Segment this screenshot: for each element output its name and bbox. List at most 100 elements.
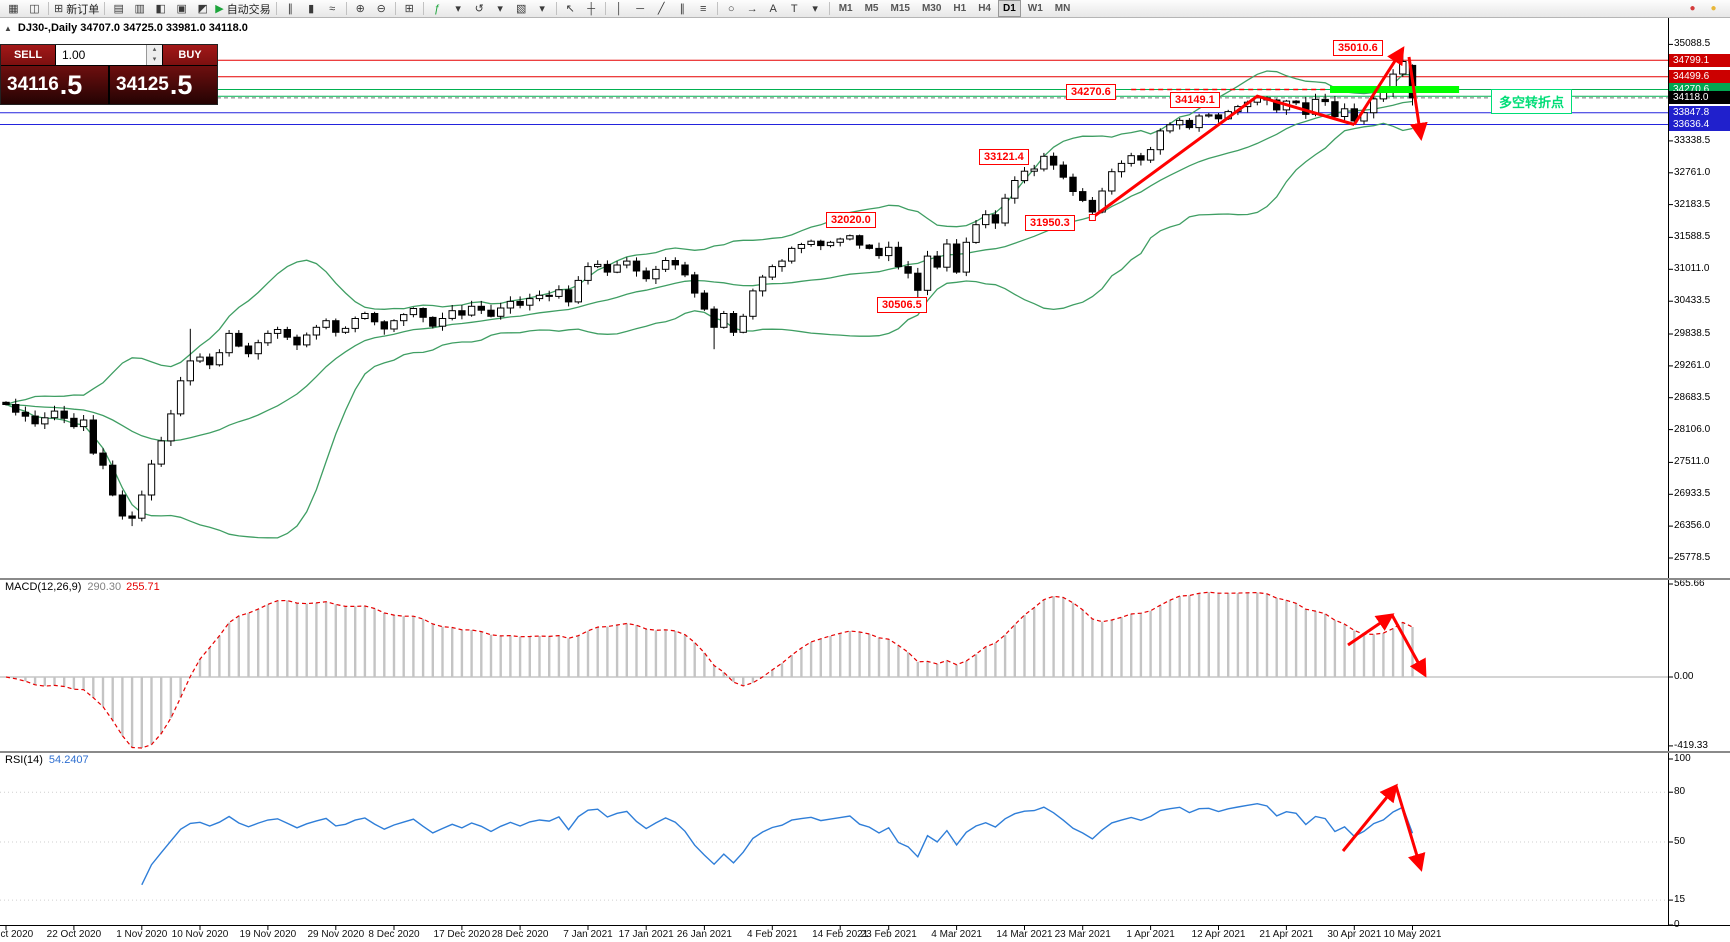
date-tick-label: 17 Dec 2020 xyxy=(433,929,491,940)
price-tick-label: 29838.5 xyxy=(1674,327,1711,339)
templates-icon[interactable]: ▧ xyxy=(511,1,532,17)
new-chart-icon[interactable]: ▦ xyxy=(3,1,24,17)
turning-point-label[interactable]: 多空转折点 xyxy=(1491,89,1573,114)
new-order-button-label: 新订单 xyxy=(66,3,100,16)
auto-trading-button[interactable]: ▶ 自动交易 xyxy=(213,1,272,17)
date-tick-label: 7 Jan 2021 xyxy=(563,929,613,940)
timeframe-button-w1[interactable]: W1 xyxy=(1027,3,1043,14)
macd-indicator-label: MACD(12,26,9) 290.30 255.71 xyxy=(5,581,160,593)
horizontal-line-icon[interactable]: ─ xyxy=(630,1,651,17)
timeframe-button-mn[interactable]: MN xyxy=(1054,3,1071,14)
sell-price[interactable]: 34116 .5 xyxy=(1,66,108,104)
text-label-icon: T xyxy=(790,2,798,15)
bar-chart-icon[interactable]: ∥ xyxy=(280,1,301,17)
lot-increase-button[interactable]: ▴ xyxy=(147,45,162,55)
rsi-indicator-label: RSI(14) 54.2407 xyxy=(5,754,89,766)
date-tick-label: 12 Apr 2021 xyxy=(1191,929,1246,940)
macd-scale-label: 0.00 xyxy=(1674,671,1694,682)
price-tick-label: 32183.5 xyxy=(1674,198,1711,210)
periods-icon: ↺ xyxy=(474,2,484,15)
data-window-icon[interactable]: ▥ xyxy=(129,1,150,17)
text-label-icon[interactable]: T xyxy=(784,1,805,17)
periods-icon[interactable]: ↺ xyxy=(469,1,490,17)
line-chart-icon[interactable]: ≈ xyxy=(322,1,343,17)
price-annotation[interactable]: 32020.0 xyxy=(826,212,876,228)
text-icon[interactable]: A xyxy=(763,1,784,17)
navigator-icon[interactable]: ◧ xyxy=(150,1,171,17)
toolbar-separator xyxy=(48,2,49,15)
toolbar-separator xyxy=(604,2,606,15)
equidistant-channel-icon: ∥ xyxy=(679,2,685,15)
timeframe-button-m30[interactable]: M30 xyxy=(921,3,942,14)
new-order-button[interactable]: ⊞ 新订单 xyxy=(52,1,101,17)
date-tick-label: 28 Dec 2020 xyxy=(491,929,549,940)
tile-windows-icon[interactable]: ⊞ xyxy=(399,1,420,17)
fibonacci-icon[interactable]: ≡ xyxy=(693,1,714,17)
zoom-in-icon[interactable]: ⊕ xyxy=(350,1,371,17)
buy-price[interactable]: 34125 .5 xyxy=(108,66,217,104)
price-tick-label: 31588.5 xyxy=(1674,231,1711,243)
panel-resize-handle-macd[interactable] xyxy=(0,578,1730,580)
candlestick-chart-icon[interactable]: ▮ xyxy=(301,1,322,17)
indicators-icon[interactable]: ƒ xyxy=(427,1,448,17)
timeframe-button-h1[interactable]: H1 xyxy=(953,3,967,14)
toolbar-separator xyxy=(394,2,396,15)
status-yellow-icon[interactable]: ● xyxy=(1710,3,1717,14)
sell-button[interactable]: SELL xyxy=(1,45,55,65)
cursor-icon: ↖ xyxy=(565,2,575,15)
strategy-tester-icon[interactable]: ◩ xyxy=(192,1,213,17)
price-annotation[interactable]: 33121.4 xyxy=(979,149,1029,165)
toolbar-separator xyxy=(345,2,347,15)
rsi-scale-label: 100 xyxy=(1674,753,1691,764)
objects-dropdown-icon[interactable]: ▾ xyxy=(805,1,826,17)
horizontal-line-icon: ─ xyxy=(636,2,645,15)
collapse-arrow-icon[interactable]: ▲ xyxy=(4,24,12,33)
one-click-trading-panel: SELL ▴ ▾ BUY 34116 .5 34125 .5 xyxy=(0,44,218,105)
trendline-icon[interactable]: ╱ xyxy=(651,1,672,17)
date-tick-label: 23 Mar 2021 xyxy=(1054,929,1111,940)
panel-resize-handle-rsi[interactable] xyxy=(0,751,1730,753)
shapes-icon[interactable]: ○ xyxy=(721,1,742,17)
zoom-out-icon[interactable]: ⊖ xyxy=(371,1,392,17)
vertical-line-icon[interactable]: │ xyxy=(609,1,630,17)
rsi-title: RSI(14) xyxy=(5,754,43,766)
templates-dropdown-icon[interactable]: ▾ xyxy=(532,1,553,17)
crosshair-icon[interactable]: ┼ xyxy=(581,1,602,17)
strategy-tester-icon: ◩ xyxy=(197,2,208,15)
toolbar-separator xyxy=(555,2,557,15)
indicators-icon: ƒ xyxy=(434,2,441,15)
bar-chart-icon: ∥ xyxy=(287,2,293,15)
level-price-box: 33636.4 xyxy=(1669,117,1730,131)
timeframe-button-m15[interactable]: M15 xyxy=(890,3,910,14)
timeframe-button-h4[interactable]: H4 xyxy=(978,3,991,14)
main-toolbar: ▦ ◫ ⊞ 新订单 ▤ ▥ ◧ ▣ ◩ ▶ 自动交易 ∥ ▮ ≈ ⊕ ⊖ ⊞ ƒ ▾ ↺ ▾ ▧ ▾ ↖ ┼ │ ─ ╱ ∥ ≡ ○ → A T ▾… xyxy=(0,0,1730,18)
price-tick-label: 28106.0 xyxy=(1674,423,1711,435)
rsi-scale-label: 0 xyxy=(1674,919,1680,930)
rsi-scale-label: 50 xyxy=(1674,836,1686,847)
periods-dropdown-icon[interactable]: ▾ xyxy=(490,1,511,17)
arrows-icon[interactable]: → xyxy=(742,1,763,17)
price-annotation[interactable]: 35010.6 xyxy=(1333,40,1383,56)
price-annotation[interactable]: 34149.1 xyxy=(1170,92,1220,108)
price-annotation[interactable]: 34270.6 xyxy=(1066,84,1116,100)
line-chart-icon: ≈ xyxy=(329,2,336,15)
lot-size-input[interactable] xyxy=(56,45,146,65)
equidistant-channel-icon[interactable]: ∥ xyxy=(672,1,693,17)
price-tick-label: 26933.5 xyxy=(1674,488,1711,500)
timeframe-button-d1[interactable]: D1 xyxy=(998,0,1021,17)
rsi-scale-label: 80 xyxy=(1674,786,1686,798)
buy-button[interactable]: BUY xyxy=(163,45,217,65)
profiles-icon[interactable]: ◫ xyxy=(24,1,45,17)
status-red-icon[interactable]: ● xyxy=(1689,3,1696,14)
price-annotation[interactable]: 30506.5 xyxy=(877,297,927,313)
timeframe-button-m5[interactable]: M5 xyxy=(864,3,879,14)
cursor-icon[interactable]: ↖ xyxy=(560,1,581,17)
terminal-icon[interactable]: ▣ xyxy=(171,1,192,17)
lot-decrease-button[interactable]: ▾ xyxy=(147,55,162,65)
price-annotation[interactable]: 31950.3 xyxy=(1025,215,1075,231)
market-watch-icon[interactable]: ▤ xyxy=(108,1,129,17)
indicators-dropdown-icon[interactable]: ▾ xyxy=(448,1,469,17)
macd-signal-value: 255.71 xyxy=(126,581,160,593)
timeframe-button-m1[interactable]: M1 xyxy=(838,3,853,14)
